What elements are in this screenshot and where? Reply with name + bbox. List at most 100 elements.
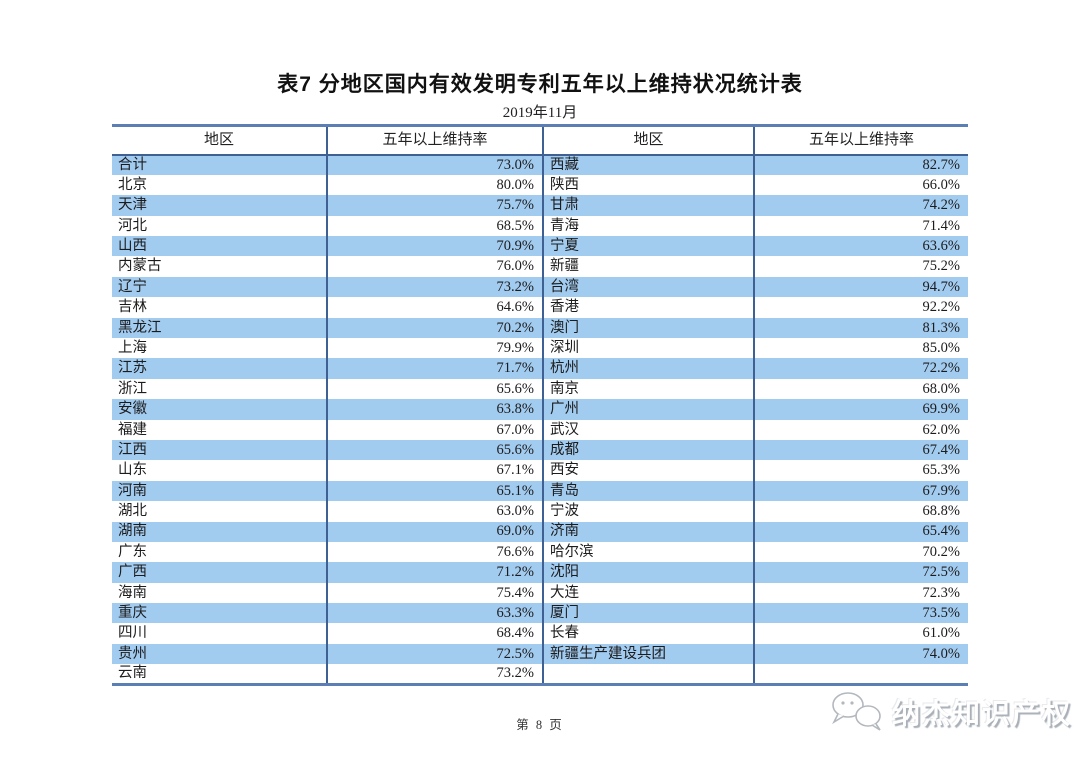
region-cell: 安徽 <box>112 399 327 420</box>
rate-cell: 73.2% <box>326 664 543 685</box>
chat-bubbles-logo-icon <box>832 692 881 731</box>
table-row: 江苏 71.7% 杭州 72.2% <box>112 358 968 379</box>
table-row: 河北 68.5% 青海 71.4% <box>112 215 968 237</box>
table-header-row: 地区 五年以上维持率 地区 五年以上维持率 <box>112 125 968 156</box>
region-cell: 西安 <box>542 460 754 481</box>
table-row: 吉林 64.6% 香港 92.2% <box>112 297 968 318</box>
rate-cell: 68.8% <box>753 501 968 522</box>
rate-cell: 79.9% <box>326 338 543 359</box>
table-row: 湖南 69.0% 济南 65.4% <box>112 521 968 542</box>
region-cell: 宁波 <box>542 501 754 522</box>
region-cell: 黑龙江 <box>112 317 327 339</box>
table-body: 合计 73.0% 西藏 82.7% 北京 80.0% 陕西 66.0% 天津 75.7% 甘肃 74.… <box>112 154 968 685</box>
rate-cell: 67.0% <box>326 419 543 440</box>
table-row: 贵州 72.5% 新疆生产建设兵团 74.0% <box>112 643 968 665</box>
rate-cell: 72.5% <box>753 562 968 583</box>
region-cell: 福建 <box>112 419 327 440</box>
table-row: 云南 73.2% <box>112 664 968 685</box>
rate-cell: 75.7% <box>326 195 543 216</box>
rate-cell: 63.8% <box>326 399 543 420</box>
rate-cell: 71.4% <box>753 215 968 237</box>
table-row: 广西 71.2% 沈阳 72.5% <box>112 562 968 583</box>
region-cell: 济南 <box>542 521 754 542</box>
table-row: 山东 67.1% 西安 65.3% <box>112 460 968 481</box>
rate-cell: 68.0% <box>753 378 968 400</box>
region-cell: 沈阳 <box>542 562 754 583</box>
rate-cell: 81.3% <box>753 317 968 339</box>
statistics-table-container: 地区 五年以上维持率 地区 五年以上维持率 合计 73.0% 西藏 82.7% 北京 80… <box>112 124 968 687</box>
region-cell: 新疆生产建设兵团 <box>542 643 754 665</box>
header-rate-right: 五年以上维持率 <box>753 125 968 156</box>
region-cell: 宁夏 <box>542 236 754 257</box>
rate-cell: 61.0% <box>753 623 968 644</box>
region-cell: 厦门 <box>542 603 754 624</box>
rate-cell: 72.2% <box>753 358 968 379</box>
region-cell: 青海 <box>542 215 754 237</box>
rate-cell: 67.9% <box>753 480 968 502</box>
rate-cell: 69.9% <box>753 399 968 420</box>
region-cell <box>542 664 754 685</box>
watermark: 纳杰知识产权 <box>830 690 1072 734</box>
rate-cell: 75.2% <box>753 256 968 277</box>
rate-cell: 63.6% <box>753 236 968 257</box>
rate-cell: 68.5% <box>326 215 543 237</box>
region-cell: 山西 <box>112 236 327 257</box>
region-cell: 台湾 <box>542 276 754 298</box>
region-cell: 上海 <box>112 338 327 359</box>
rate-cell: 65.3% <box>753 460 968 481</box>
region-cell: 辽宁 <box>112 276 327 298</box>
rate-cell: 65.6% <box>326 439 543 461</box>
rate-cell: 69.0% <box>326 521 543 542</box>
rate-cell: 66.0% <box>753 174 968 196</box>
region-cell: 内蒙古 <box>112 256 327 277</box>
region-cell: 江苏 <box>112 358 327 379</box>
table-header: 地区 五年以上维持率 地区 五年以上维持率 <box>112 125 968 156</box>
table-row: 四川 68.4% 长春 61.0% <box>112 623 968 644</box>
region-cell: 合计 <box>112 154 327 175</box>
region-cell: 南京 <box>542 378 754 400</box>
region-cell: 西藏 <box>542 154 754 175</box>
rate-cell: 76.0% <box>326 256 543 277</box>
rate-cell: 75.4% <box>326 582 543 604</box>
rate-cell: 72.5% <box>326 643 543 665</box>
table-row: 江西 65.6% 成都 67.4% <box>112 439 968 461</box>
header-region-right: 地区 <box>542 125 754 156</box>
region-cell: 山东 <box>112 460 327 481</box>
rate-cell: 65.6% <box>326 378 543 400</box>
region-cell: 长春 <box>542 623 754 644</box>
region-cell: 海南 <box>112 582 327 604</box>
region-cell: 北京 <box>112 174 327 196</box>
region-cell: 湖北 <box>112 501 327 522</box>
region-cell: 澳门 <box>542 317 754 339</box>
table-row: 浙江 65.6% 南京 68.0% <box>112 378 968 400</box>
rate-cell: 70.2% <box>753 541 968 563</box>
region-cell: 广州 <box>542 399 754 420</box>
region-cell: 广西 <box>112 562 327 583</box>
region-cell: 天津 <box>112 195 327 216</box>
region-cell: 湖南 <box>112 521 327 542</box>
rate-cell: 65.4% <box>753 521 968 542</box>
rate-cell: 67.4% <box>753 439 968 461</box>
region-cell: 大连 <box>542 582 754 604</box>
region-cell: 江西 <box>112 439 327 461</box>
rate-cell <box>753 664 968 685</box>
region-cell: 深圳 <box>542 338 754 359</box>
rate-cell: 80.0% <box>326 174 543 196</box>
statistics-table: 地区 五年以上维持率 地区 五年以上维持率 合计 73.0% 西藏 82.7% 北京 80… <box>112 124 968 687</box>
rate-cell: 92.2% <box>753 297 968 318</box>
table-row: 河南 65.1% 青岛 67.9% <box>112 480 968 502</box>
region-cell: 吉林 <box>112 297 327 318</box>
region-cell: 河南 <box>112 480 327 502</box>
region-cell: 甘肃 <box>542 195 754 216</box>
rate-cell: 72.3% <box>753 582 968 604</box>
rate-cell: 76.6% <box>326 541 543 563</box>
table-row: 辽宁 73.2% 台湾 94.7% <box>112 276 968 298</box>
rate-cell: 74.2% <box>753 195 968 216</box>
region-cell: 云南 <box>112 664 327 685</box>
page-number: 第 8 页 <box>516 718 564 732</box>
table-row: 安徽 63.8% 广州 69.9% <box>112 399 968 420</box>
rate-cell: 94.7% <box>753 276 968 298</box>
region-cell: 青岛 <box>542 480 754 502</box>
region-cell: 香港 <box>542 297 754 318</box>
header-rate-left: 五年以上维持率 <box>326 125 543 156</box>
